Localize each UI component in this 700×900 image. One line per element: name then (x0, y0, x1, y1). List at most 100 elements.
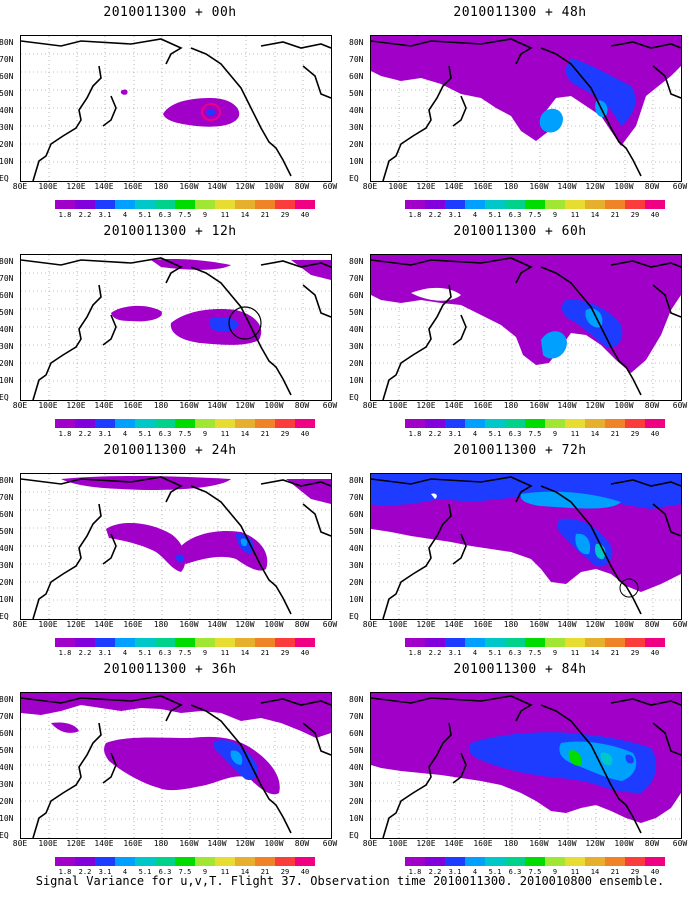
lon-label: 80W (644, 620, 660, 629)
lon-label: 100E (388, 182, 408, 191)
colorbar-label: 40 (650, 649, 660, 657)
colorbar (55, 200, 315, 209)
colorbar-swatch (115, 857, 135, 866)
colorbar-label: 3.1 (98, 211, 112, 219)
colorbar-swatch (605, 857, 625, 866)
colorbar-label: 14 (240, 649, 250, 657)
lat-label: 50N (349, 746, 364, 755)
colorbar-label: 4 (472, 649, 478, 657)
colorbar-swatch (155, 638, 175, 647)
colorbar-label: 29 (280, 868, 290, 876)
lon-label: 120W (235, 839, 255, 848)
map-panel-36h: 2010011300 + 36h 80N 70N 60N 50N 40N (0, 662, 337, 876)
colorbar-label: 1.8 (408, 211, 422, 219)
lat-label: 10N (0, 595, 14, 604)
lat-label: 10N (349, 376, 364, 385)
lat-label: 40N (349, 763, 364, 772)
colorbar-swatch (215, 638, 235, 647)
colorbar-label: 29 (280, 211, 290, 219)
colorbar-label: 6.3 (508, 211, 522, 219)
colorbar-label: 40 (300, 868, 310, 876)
lon-label: 80E (12, 401, 28, 410)
lat-label: 70N (0, 712, 14, 721)
colorbar-swatch (505, 200, 525, 209)
panel-title: 2010011300 + 12h (103, 224, 237, 239)
colorbar-swatch (135, 419, 155, 428)
colorbar-swatch (465, 857, 485, 866)
colorbar-swatch (625, 200, 645, 209)
colorbar-swatch (295, 419, 315, 428)
colorbar-label: 1.8 (58, 430, 72, 438)
colorbar-label: 6.3 (158, 430, 172, 438)
colorbar-swatch (485, 419, 505, 428)
colorbar-label: 2.2 (78, 211, 92, 219)
colorbar-swatch (235, 200, 255, 209)
colorbar-swatch (485, 200, 505, 209)
lon-label: 120E (416, 839, 436, 848)
lat-label: 70N (349, 55, 364, 64)
colorbar-label: 21 (260, 649, 270, 657)
colorbar-labels: 1.8 2.2 3.1 4 5.1 6.3 7.5 9 11 14 21 29 … (405, 211, 665, 219)
lon-label: 80E (362, 620, 378, 629)
lat-label: 40N (0, 325, 14, 334)
lon-label: 160E (473, 620, 493, 629)
panel-title: 2010011300 + 00h (103, 5, 237, 20)
lat-label: 80N (0, 38, 14, 47)
colorbar-label: 2.2 (78, 430, 92, 438)
colorbar-swatch (115, 200, 135, 209)
colorbar-label: 14 (590, 868, 600, 876)
lon-label: 80W (644, 401, 660, 410)
colorbar-label: 1.8 (408, 430, 422, 438)
lat-label: 50N (0, 527, 14, 536)
colorbar-swatch (445, 419, 465, 428)
colorbar-swatch (605, 419, 625, 428)
colorbar-swatch (235, 419, 255, 428)
lon-label: 60W (672, 620, 688, 629)
colorbar-label: 6.3 (158, 649, 172, 657)
lon-label: 160W (529, 182, 549, 191)
colorbar-label: 7.5 (528, 868, 542, 876)
lon-label: 140E (444, 839, 464, 848)
lon-label: 100W (614, 182, 634, 191)
lon-label: 120E (66, 620, 86, 629)
lat-label: 80N (349, 476, 364, 485)
colorbar-swatch (425, 857, 445, 866)
lat-label: 10N (0, 376, 14, 385)
colorbar-swatch (565, 200, 585, 209)
lon-label: 180 (153, 401, 169, 410)
lon-label: 60W (322, 401, 338, 410)
map-panel-00h: 2010011300 + 00h 80N 70N 60N 50N 40N 30N… (0, 5, 337, 219)
lon-label: 160E (123, 839, 143, 848)
colorbar-swatch (405, 419, 425, 428)
lat-label: 80N (0, 257, 14, 266)
lat-label: 50N (0, 308, 14, 317)
lon-label: 100E (38, 620, 58, 629)
map-area (20, 35, 332, 182)
map-area (20, 473, 332, 620)
lon-label: 140E (444, 620, 464, 629)
lon-label: 120E (66, 839, 86, 848)
colorbar-swatch (255, 638, 275, 647)
colorbar-swatch (525, 200, 545, 209)
lat-label: 70N (349, 274, 364, 283)
lon-label: 120E (416, 182, 436, 191)
lon-label: 60W (672, 401, 688, 410)
lon-label: 80E (362, 182, 378, 191)
lat-label: 40N (0, 544, 14, 553)
lon-label: 80W (294, 620, 310, 629)
colorbar-label: 6.3 (158, 211, 172, 219)
colorbar-swatch (215, 419, 235, 428)
map-panel-48h: 2010011300 + 48h 80N 70N 60N 50N 40N 30N… (349, 5, 687, 219)
lon-label: 140E (444, 401, 464, 410)
lat-label: 30N (349, 561, 364, 570)
lon-label: 80W (294, 401, 310, 410)
lat-label: EQ (349, 393, 359, 402)
lat-label: 60N (0, 291, 14, 300)
colorbar-swatch (295, 857, 315, 866)
colorbar-label: 14 (240, 211, 250, 219)
colorbar-swatch (605, 638, 625, 647)
lat-label: EQ (349, 831, 359, 840)
colorbar-swatch (295, 200, 315, 209)
colorbar-label: 6.3 (158, 868, 172, 876)
colorbar-swatch (195, 419, 215, 428)
